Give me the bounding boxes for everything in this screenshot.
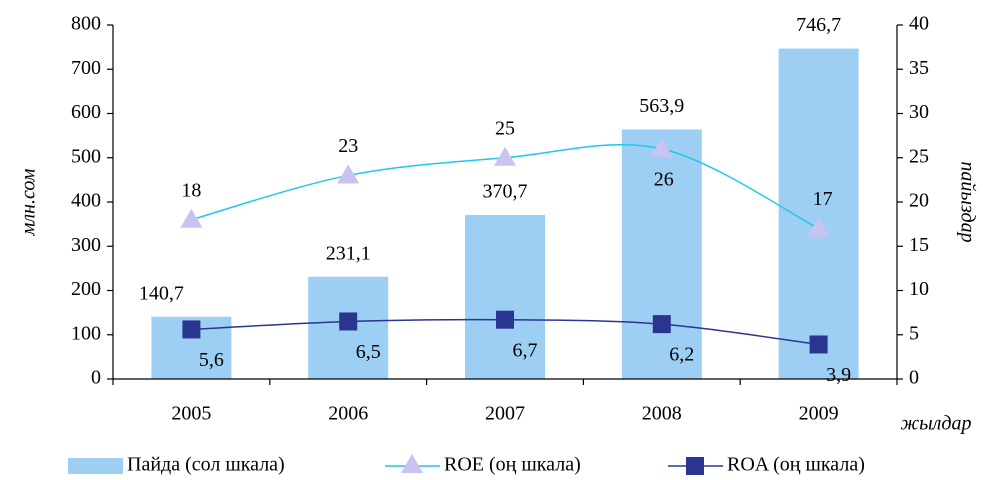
- y2-tick-label: 20: [909, 190, 929, 212]
- y2-tick-label: 10: [909, 278, 929, 300]
- data-label: 17: [813, 188, 833, 210]
- y2-tick-label: 30: [909, 101, 929, 123]
- data-label: 231,1: [326, 242, 371, 264]
- marker: [337, 164, 360, 184]
- data-label: 563,9: [639, 95, 684, 117]
- data-label: 3,9: [826, 364, 851, 386]
- data-label: 18: [181, 179, 201, 201]
- legend-label: Пайда (сол шкала): [127, 454, 285, 476]
- data-label: 746,7: [796, 14, 841, 36]
- legend-label: ROA (оң шкала): [727, 454, 865, 476]
- marker: [401, 454, 423, 473]
- y-tick-label: 0: [91, 367, 101, 389]
- y2-axis-label: пайыздар: [956, 161, 978, 242]
- y2-tick-label: 0: [909, 367, 919, 389]
- legend-swatch: [68, 458, 123, 474]
- marker: [650, 137, 673, 157]
- bar: [778, 48, 859, 379]
- data-label: 6,7: [513, 339, 538, 361]
- y-tick-label: 800: [71, 13, 101, 35]
- data-label: 25: [495, 117, 515, 139]
- x-tick-label: 2009: [799, 403, 839, 425]
- marker: [807, 217, 830, 237]
- bar: [621, 129, 702, 379]
- y-axis-label: млн.сом: [18, 168, 40, 236]
- marker: [686, 457, 704, 475]
- y2-tick-label: 35: [909, 57, 929, 79]
- x-tick-label: 2006: [328, 403, 368, 425]
- x-tick-label: 2005: [171, 403, 211, 425]
- bar: [465, 214, 545, 379]
- y-tick-label: 600: [71, 101, 101, 123]
- y-tick-label: 500: [71, 145, 101, 167]
- marker: [182, 320, 201, 339]
- marker: [652, 315, 671, 334]
- y-tick-label: 700: [71, 57, 101, 79]
- x-axis-label: жылдар: [901, 413, 972, 435]
- x-tick-label: 2007: [485, 403, 525, 425]
- marker: [496, 310, 514, 329]
- y-tick-label: 200: [71, 278, 101, 300]
- data-label: 6,5: [356, 341, 381, 363]
- data-label: 6,2: [669, 344, 694, 366]
- y2-tick-label: 15: [909, 234, 929, 256]
- data-label: 23: [338, 135, 358, 157]
- legend-label: ROE (оң шкала): [444, 454, 581, 476]
- marker: [339, 312, 358, 331]
- marker: [180, 208, 203, 228]
- marker: [809, 335, 828, 354]
- y-tick-label: 400: [71, 190, 101, 212]
- y2-tick-label: 25: [909, 145, 929, 167]
- y2-tick-label: 5: [909, 322, 919, 344]
- data-label: 5,6: [199, 349, 224, 371]
- y-tick-label: 100: [71, 322, 101, 344]
- y-tick-label: 300: [71, 234, 101, 256]
- y2-tick-label: 40: [909, 13, 929, 35]
- x-tick-label: 2008: [642, 403, 682, 425]
- data-label: 140,7: [139, 282, 184, 304]
- data-label: 26: [654, 168, 674, 190]
- data-label: 370,7: [483, 181, 528, 203]
- marker: [494, 146, 516, 166]
